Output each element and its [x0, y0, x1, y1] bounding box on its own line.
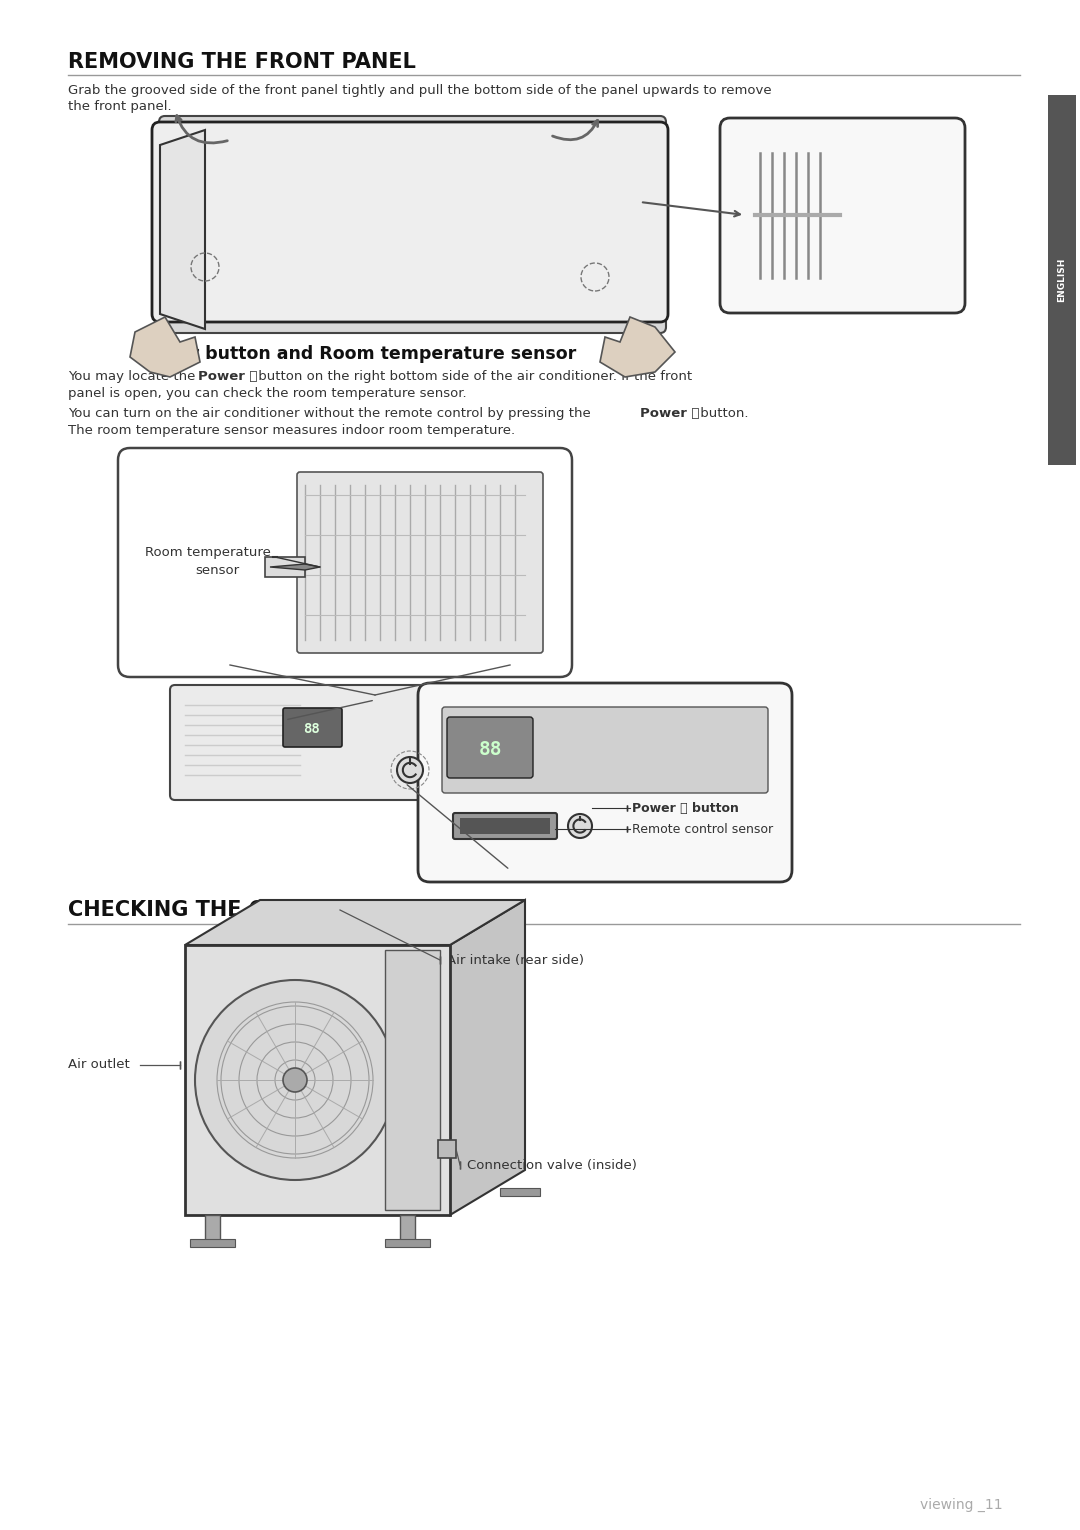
- FancyBboxPatch shape: [453, 812, 557, 838]
- Text: Power button and Room temperature sensor: Power button and Room temperature sensor: [138, 344, 577, 363]
- Polygon shape: [450, 900, 525, 1215]
- Circle shape: [397, 757, 423, 783]
- Circle shape: [195, 981, 395, 1180]
- FancyBboxPatch shape: [118, 448, 572, 676]
- Bar: [200, 257, 625, 275]
- Bar: [500, 1187, 540, 1196]
- Text: Remote control sensor: Remote control sensor: [632, 823, 773, 835]
- Text: Connection valve (inside): Connection valve (inside): [467, 1158, 637, 1172]
- FancyBboxPatch shape: [170, 685, 440, 800]
- Text: Air intake (rear side): Air intake (rear side): [447, 953, 584, 967]
- Text: sensor: sensor: [195, 563, 239, 577]
- FancyBboxPatch shape: [418, 682, 792, 881]
- Bar: [384, 950, 440, 1210]
- Text: 88: 88: [303, 722, 321, 736]
- Text: Grab the grooved side of the front panel tightly and pull the bottom side of the: Grab the grooved side of the front panel…: [68, 84, 771, 96]
- Bar: [384, 1239, 430, 1247]
- Text: Power ⏻: Power ⏻: [198, 370, 257, 382]
- Text: 88: 88: [478, 739, 502, 759]
- Polygon shape: [160, 130, 205, 329]
- Polygon shape: [185, 900, 525, 946]
- Text: panel is open, you can check the room temperature sensor.: panel is open, you can check the room te…: [68, 387, 467, 399]
- Text: Power ⏻: Power ⏻: [640, 407, 700, 421]
- Bar: [200, 177, 625, 194]
- Text: the front panel.: the front panel.: [68, 99, 172, 113]
- Text: Room temperature: Room temperature: [145, 546, 271, 558]
- Bar: [265, 557, 305, 577]
- FancyBboxPatch shape: [181, 138, 654, 317]
- Polygon shape: [130, 317, 200, 376]
- Text: button on the right bottom side of the air conditioner. If the front: button on the right bottom side of the a…: [254, 370, 692, 382]
- Bar: [400, 1215, 415, 1242]
- Text: Power ⏻ button: Power ⏻ button: [632, 802, 739, 814]
- Circle shape: [283, 1068, 307, 1092]
- Text: CHECKING THE OUTDOOR UNIT: CHECKING THE OUTDOOR UNIT: [68, 900, 430, 920]
- Bar: [438, 1140, 456, 1158]
- FancyBboxPatch shape: [720, 118, 966, 314]
- FancyBboxPatch shape: [442, 707, 768, 793]
- Circle shape: [568, 814, 592, 838]
- Text: viewing _11: viewing _11: [920, 1498, 1002, 1512]
- Text: Air outlet: Air outlet: [68, 1059, 130, 1071]
- FancyBboxPatch shape: [460, 819, 550, 834]
- FancyBboxPatch shape: [185, 946, 450, 1215]
- Text: You may locate the: You may locate the: [68, 370, 200, 382]
- Bar: [200, 217, 625, 236]
- Text: The room temperature sensor measures indoor room temperature.: The room temperature sensor measures ind…: [68, 424, 515, 438]
- Text: button.: button.: [696, 407, 748, 421]
- FancyBboxPatch shape: [447, 718, 534, 777]
- FancyBboxPatch shape: [297, 471, 543, 653]
- Text: REMOVING THE FRONT PANEL: REMOVING THE FRONT PANEL: [68, 52, 416, 72]
- FancyBboxPatch shape: [152, 122, 669, 321]
- Bar: [205, 1215, 220, 1242]
- FancyBboxPatch shape: [283, 708, 342, 747]
- Text: You can turn on the air conditioner without the remote control by pressing the: You can turn on the air conditioner with…: [68, 407, 595, 421]
- Polygon shape: [270, 565, 320, 571]
- Bar: [190, 1239, 235, 1247]
- Polygon shape: [600, 317, 675, 376]
- Text: ENGLISH: ENGLISH: [1057, 259, 1067, 303]
- FancyBboxPatch shape: [159, 116, 666, 334]
- Bar: [1048, 95, 1076, 465]
